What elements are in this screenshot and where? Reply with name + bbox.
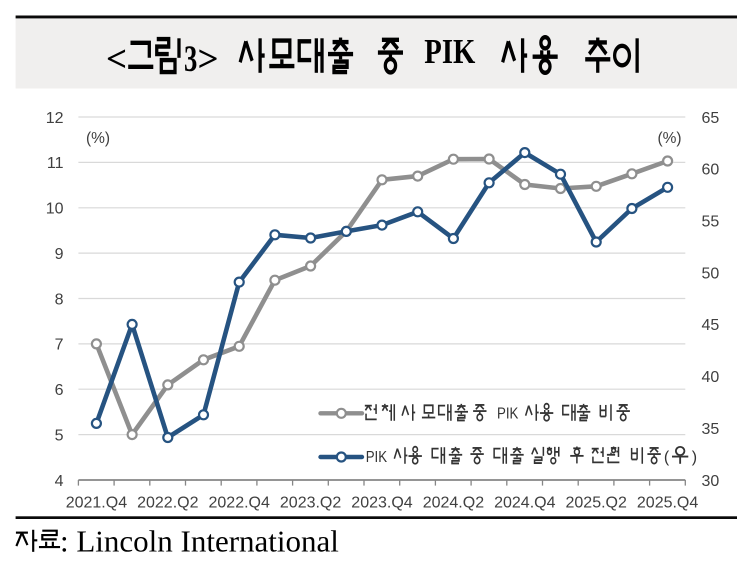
svg-text:5: 5 [55, 427, 64, 444]
svg-text:8: 8 [55, 291, 64, 308]
svg-text:60: 60 [702, 162, 720, 179]
svg-text:4: 4 [55, 473, 64, 490]
svg-text:2022.Q2: 2022.Q2 [137, 494, 198, 511]
svg-text:<: < [106, 39, 127, 80]
svg-text:12: 12 [46, 110, 64, 127]
svg-text:2024.Q2: 2024.Q2 [423, 494, 484, 511]
svg-text:2023.Q2: 2023.Q2 [280, 494, 341, 511]
svg-text:: Lincoln International: : Lincoln International [60, 524, 339, 559]
svg-text:PIK: PIK [366, 449, 388, 466]
svg-text:2021.Q4: 2021.Q4 [66, 494, 127, 511]
svg-text:2023.Q4: 2023.Q4 [351, 494, 412, 511]
svg-text:2022.Q4: 2022.Q4 [209, 494, 270, 511]
svg-text:(%): (%) [657, 130, 681, 147]
svg-text:50: 50 [702, 265, 720, 282]
svg-text:9: 9 [55, 246, 64, 263]
svg-text:7: 7 [55, 337, 64, 354]
svg-text:30: 30 [702, 473, 720, 490]
svg-text:35: 35 [702, 421, 720, 438]
svg-text:2025.Q4: 2025.Q4 [637, 494, 698, 511]
svg-text:PIK: PIK [424, 31, 475, 70]
svg-text:40: 40 [702, 369, 720, 386]
svg-text:): ) [692, 449, 697, 466]
svg-text:3: 3 [184, 38, 197, 79]
svg-text:>: > [198, 39, 219, 80]
svg-text:55: 55 [702, 214, 720, 231]
svg-text:PIK: PIK [497, 405, 519, 422]
svg-text:11: 11 [47, 155, 64, 172]
svg-text:10: 10 [46, 201, 64, 218]
svg-text:(: ( [664, 449, 670, 466]
svg-text:(%): (%) [86, 130, 110, 147]
svg-text:65: 65 [702, 110, 720, 127]
svg-text:6: 6 [55, 382, 64, 399]
svg-text:2025.Q2: 2025.Q2 [566, 494, 627, 511]
svg-text:2024.Q4: 2024.Q4 [494, 494, 555, 511]
svg-text:45: 45 [702, 317, 720, 334]
